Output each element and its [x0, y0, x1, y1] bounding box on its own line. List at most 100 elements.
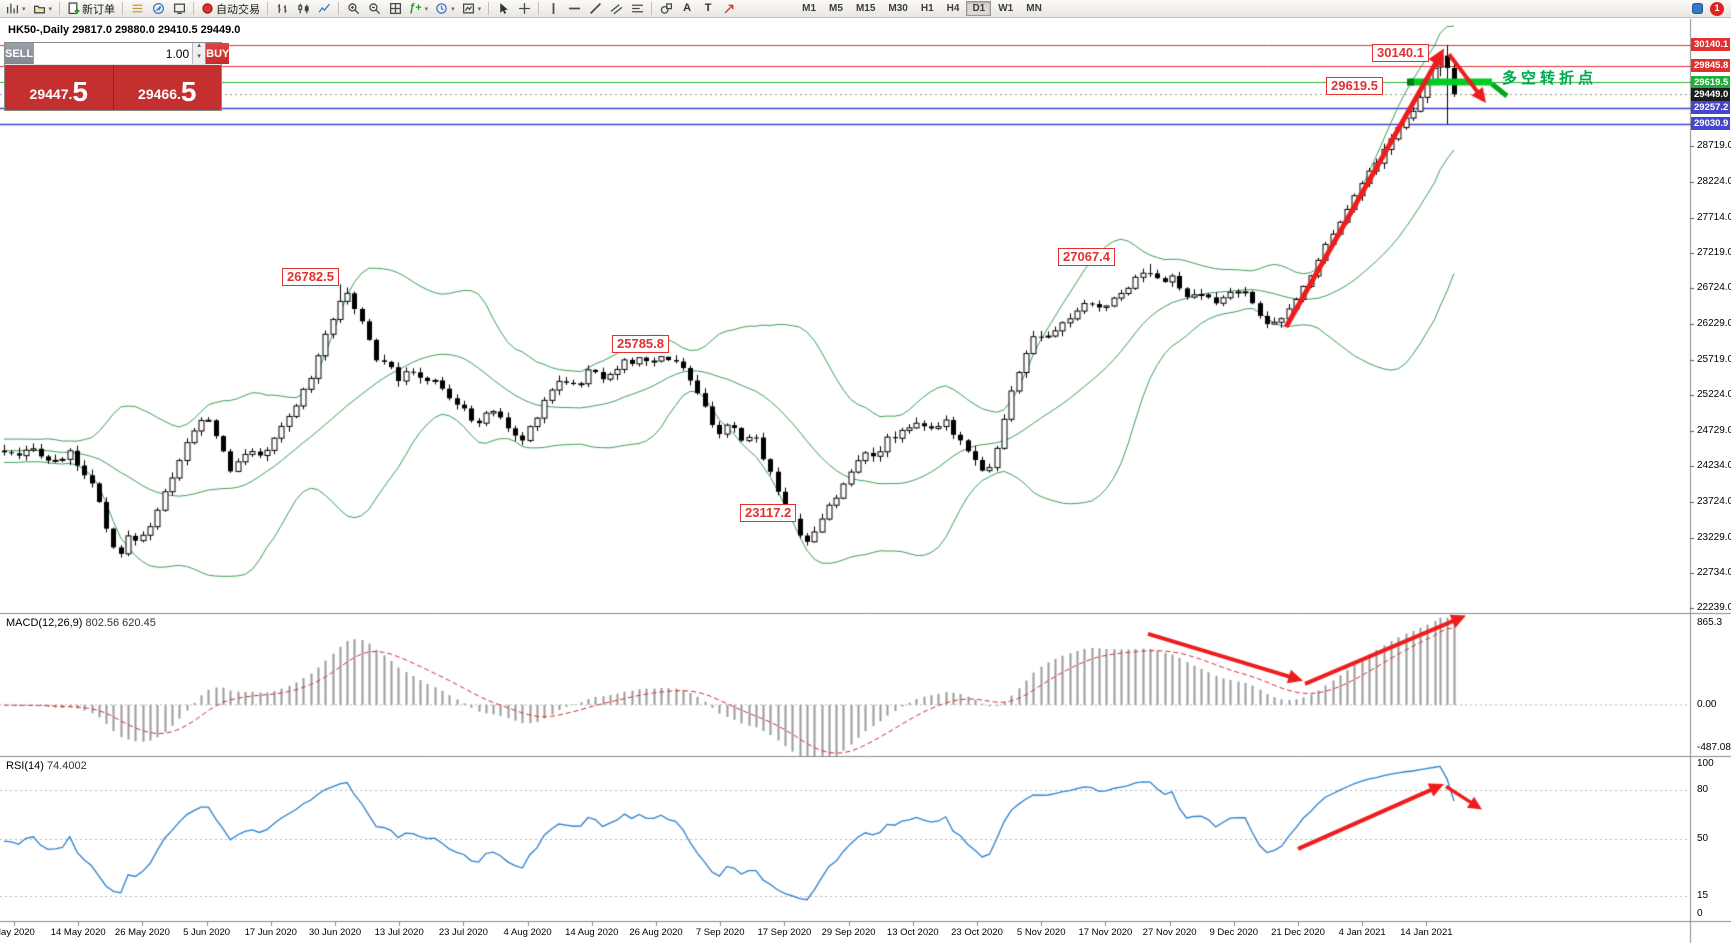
- cursor-icon: [499, 3, 508, 14]
- shapes-icon: [660, 3, 672, 14]
- indicators-button[interactable]: ƒ+ ▾: [406, 1, 431, 17]
- toolbar-separator: [651, 2, 653, 15]
- chevron-down-icon: ▾: [451, 5, 455, 13]
- candlestick-chart-button[interactable]: [293, 1, 313, 17]
- macd-values: 802.56 620.45: [85, 617, 156, 629]
- sell-button[interactable]: SELL: [5, 43, 34, 64]
- timeframe-d1[interactable]: D1: [966, 1, 992, 16]
- chevron-down-icon: ▾: [424, 5, 429, 13]
- shapes-button[interactable]: [656, 1, 676, 17]
- fibonacci-icon: [631, 4, 643, 13]
- terminal-button[interactable]: [169, 1, 189, 17]
- cursor-button[interactable]: [493, 1, 513, 17]
- rsi-name: RSI(14): [6, 760, 44, 772]
- templates-button[interactable]: ▾: [459, 1, 485, 17]
- horizontal-line-button[interactable]: [564, 1, 584, 17]
- navigator-icon: [152, 2, 164, 15]
- timeframe-m1[interactable]: M1: [796, 1, 822, 16]
- new-chart-button[interactable]: ▾: [3, 1, 29, 17]
- templates-icon: [462, 3, 474, 14]
- volume-down-icon[interactable]: ▾: [193, 53, 206, 64]
- arrow-icon: [724, 4, 734, 14]
- autotrading-icon: [202, 3, 213, 14]
- autotrading-button[interactable]: 自动交易: [198, 1, 263, 17]
- timeframe-m30[interactable]: M30: [882, 1, 913, 16]
- toolbar-separator: [122, 2, 124, 15]
- text-label-button[interactable]: T: [698, 1, 718, 17]
- new-order-icon: [68, 2, 80, 15]
- text-icon: A: [683, 2, 692, 14]
- crosshair-icon: [518, 3, 530, 14]
- timeframe-h1[interactable]: H1: [915, 1, 940, 16]
- timeframe-w1[interactable]: W1: [992, 1, 1019, 16]
- channel-icon: [610, 4, 622, 15]
- zoom-out-button[interactable]: [364, 1, 384, 17]
- indicators-icon: ƒ+: [409, 2, 422, 14]
- rsi-label: RSI(14) 74.4002: [6, 760, 87, 772]
- toolbar-separator: [538, 2, 540, 15]
- toolbar-separator: [59, 2, 61, 15]
- volume-input[interactable]: [34, 43, 193, 64]
- clock-icon: [436, 3, 447, 14]
- bar-chart-button[interactable]: [272, 1, 292, 17]
- vertical-line-icon: [552, 3, 554, 14]
- chevron-down-icon: ▾: [48, 5, 53, 13]
- text-label-icon: T: [704, 2, 712, 14]
- tile-windows-button[interactable]: [385, 1, 405, 17]
- toolbar-separator: [267, 2, 269, 15]
- new-order-label: 新订单: [82, 3, 116, 16]
- periods-button[interactable]: ▾: [432, 1, 458, 17]
- one-click-trading-panel: SELL ▴▾ BUY 29447.5 29466.5: [4, 42, 230, 111]
- macd-name: MACD(12,26,9): [6, 617, 83, 629]
- toolbar-separator: [338, 2, 340, 15]
- buy-price-pip: 5: [180, 76, 197, 107]
- bar-chart-icon: [277, 4, 287, 13]
- buy-price-button[interactable]: 29466. 5: [114, 65, 222, 110]
- autotrading-label: 自动交易: [216, 3, 261, 16]
- notification-badge[interactable]: 1: [1710, 1, 1724, 16]
- sell-price-main: 29447.: [29, 86, 73, 102]
- volume-up-icon[interactable]: ▴: [193, 42, 206, 54]
- timeframe-m5[interactable]: M5: [823, 1, 849, 16]
- zoom-out-icon: [368, 3, 380, 15]
- arrows-button[interactable]: [719, 1, 739, 17]
- line-chart-button[interactable]: [314, 1, 334, 17]
- community-button[interactable]: [1687, 1, 1707, 17]
- toolbar: ▾ ▾ 新订单 自动交易 ƒ+ ▾ ▾ ▾ A T M1 M5 M15 M3: [0, 0, 1731, 18]
- timeframe-m15[interactable]: M15: [850, 1, 881, 16]
- timeframe-h4[interactable]: H4: [941, 1, 966, 16]
- crosshair-button[interactable]: [514, 1, 534, 17]
- chevron-down-icon: ▾: [22, 5, 26, 13]
- toolbar-separator: [193, 2, 195, 15]
- trendline-icon: [589, 3, 601, 14]
- zoom-in-button[interactable]: [343, 1, 363, 17]
- vertical-line-button[interactable]: [543, 1, 563, 17]
- chevron-down-icon: ▾: [477, 5, 482, 13]
- sell-price-pip: 5: [72, 76, 88, 107]
- chart-ohlc-header: HK50-,Daily 29817.0 29880.0 29410.5 2944…: [8, 24, 241, 36]
- candlestick-chart-icon: [297, 3, 309, 14]
- volume-field: ▴▾: [33, 42, 207, 64]
- fibonacci-button[interactable]: [627, 1, 647, 17]
- sell-price-button[interactable]: 29447. 5: [5, 65, 113, 110]
- market-watch-button[interactable]: [127, 1, 147, 17]
- terminal-icon: [173, 3, 185, 15]
- trendline-button[interactable]: [585, 1, 605, 17]
- timeframe-group: M1 M5 M15 M30 H1 H4 D1 W1 MN: [796, 1, 1048, 16]
- equidistant-channel-button[interactable]: [606, 1, 626, 17]
- macd-label: MACD(12,26,9) 802.56 620.45: [6, 617, 156, 629]
- profiles-button[interactable]: ▾: [30, 1, 56, 17]
- new-order-button[interactable]: 新订单: [64, 1, 118, 17]
- navigator-button[interactable]: [148, 1, 168, 17]
- buy-button[interactable]: BUY: [206, 43, 230, 64]
- tile-windows-icon: [389, 2, 401, 15]
- rsi-value: 74.4002: [46, 760, 87, 772]
- timeframe-mn[interactable]: MN: [1020, 1, 1048, 16]
- volume-spinner: ▴ ▾: [192, 42, 206, 64]
- horizontal-line-icon: [568, 7, 580, 10]
- market-watch-icon: [132, 4, 142, 13]
- buy-price-main: 29466.: [138, 86, 181, 102]
- text-button[interactable]: A: [677, 1, 697, 17]
